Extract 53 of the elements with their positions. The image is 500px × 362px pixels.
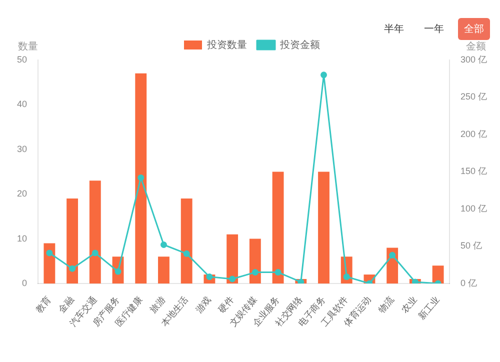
bar bbox=[180, 198, 192, 284]
y-axis-title: 数量 bbox=[18, 42, 38, 53]
point bbox=[343, 274, 350, 280]
bar bbox=[318, 172, 330, 284]
legend-label: 投资数量 bbox=[206, 38, 247, 51]
text: 全部 bbox=[458, 18, 490, 40]
y2-tick-label: 200 亿 bbox=[460, 128, 488, 139]
bar bbox=[249, 238, 261, 284]
x-tick-label: 物流 bbox=[376, 294, 396, 315]
y2-tick-label: 0 亿 bbox=[460, 278, 477, 288]
x-tick-label: 教育 bbox=[34, 294, 53, 315]
y-tick-label: 50 bbox=[16, 54, 28, 64]
point bbox=[320, 72, 328, 78]
point bbox=[252, 269, 258, 276]
bar bbox=[44, 243, 56, 284]
y-tick-label: 40 bbox=[16, 99, 28, 110]
y2-tick-label: 150 亿 bbox=[460, 166, 488, 176]
y-tick-label: 10 bbox=[16, 233, 28, 244]
bar bbox=[89, 180, 101, 284]
x-tick-label: 农业 bbox=[399, 294, 419, 315]
point bbox=[92, 250, 98, 256]
bar bbox=[272, 172, 284, 284]
text: 一年 bbox=[423, 23, 445, 37]
y2-tick-label: 50 亿 bbox=[460, 240, 482, 251]
x-tick-label: 旅游 bbox=[148, 294, 168, 315]
point bbox=[389, 252, 396, 258]
y-tick-label: 0 bbox=[22, 278, 28, 288]
y2-tick-label: 100 亿 bbox=[460, 203, 488, 214]
point bbox=[160, 241, 167, 248]
point bbox=[412, 278, 418, 284]
point bbox=[138, 174, 144, 181]
y-tick-label: 30 bbox=[16, 144, 28, 154]
x-tick-label: 新工业 bbox=[416, 294, 442, 322]
x-tick-label: 游戏 bbox=[194, 294, 213, 315]
bar bbox=[135, 73, 147, 284]
point bbox=[298, 278, 304, 284]
bar bbox=[158, 256, 170, 284]
bar bbox=[66, 198, 78, 284]
point bbox=[183, 250, 190, 257]
y2-tick-label: 250 亿 bbox=[460, 92, 488, 102]
point bbox=[229, 276, 236, 282]
x-tick-label: 硬件 bbox=[216, 294, 236, 315]
bar bbox=[432, 266, 444, 284]
y2-axis-title: 金额 bbox=[466, 40, 486, 53]
point bbox=[46, 250, 53, 256]
y-tick-label: 20 bbox=[16, 188, 28, 199]
x-tick-label: 金融 bbox=[56, 294, 76, 315]
point bbox=[274, 269, 282, 276]
text: 半年 bbox=[383, 22, 405, 37]
point bbox=[69, 265, 76, 272]
bar bbox=[226, 234, 238, 284]
y2-tick-label: 300 亿 bbox=[460, 54, 488, 64]
legend-label: 投资金额 bbox=[279, 38, 320, 51]
